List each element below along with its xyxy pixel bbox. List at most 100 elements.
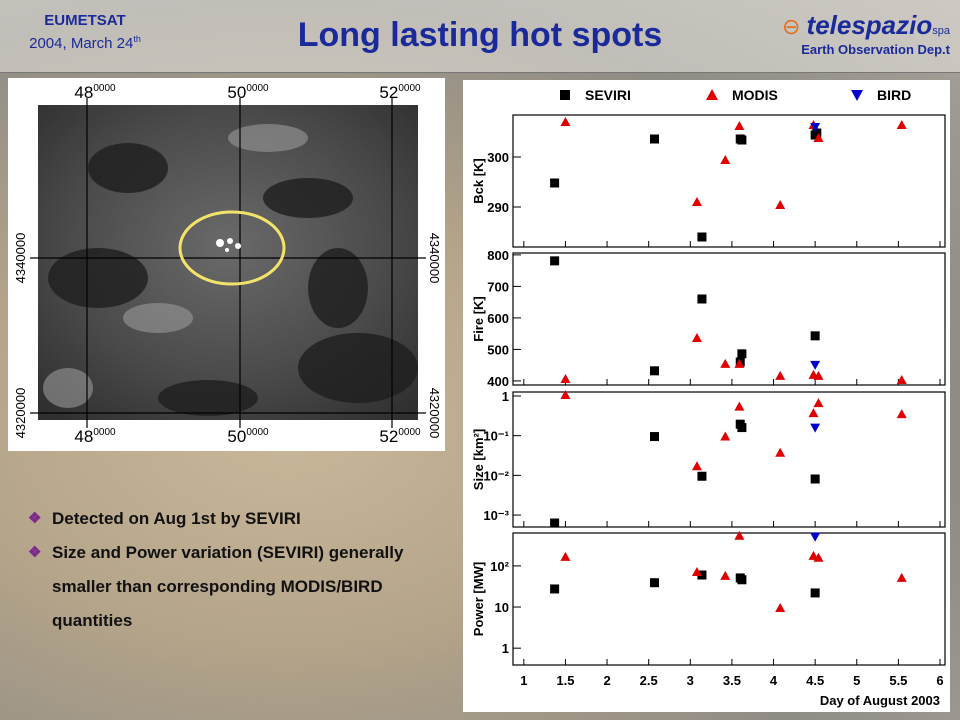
triangle-up-point — [560, 374, 571, 384]
y-tick-label: 500 — [487, 342, 509, 357]
bullet-text: Detected on Aug 1st by SEVIRI — [52, 509, 301, 528]
map-coord-label: 4340000 — [13, 233, 28, 284]
logo-mark: ⊖ — [781, 14, 807, 39]
bullet-glyph: ❖ — [28, 544, 42, 561]
sevi-point — [810, 474, 820, 484]
y-tick-label: 400 — [487, 374, 509, 389]
brand: telespazio — [806, 10, 933, 40]
sevi-point — [737, 575, 747, 585]
y-tick-label: 10⁻³ — [483, 508, 509, 523]
triangle-up-point — [813, 398, 824, 408]
coord-sup: 0000 — [246, 83, 269, 94]
legend-swatch — [560, 90, 570, 100]
map-coord-label: 480000 — [74, 83, 116, 102]
triangle-up-point — [720, 155, 731, 164]
y-tick-label: 10⁻¹ — [483, 429, 509, 444]
bright-areas — [43, 124, 308, 408]
sevi-point — [697, 471, 707, 481]
triangle-up-point — [734, 401, 745, 411]
triangle-up-point — [720, 570, 731, 580]
triangle-up-point — [734, 121, 745, 130]
triangle-down-point — [810, 123, 821, 132]
coord-main: 48 — [74, 83, 93, 102]
y-tick-label: 10⁻² — [483, 468, 509, 483]
sevi-point — [810, 331, 820, 341]
y-tick-label: 300 — [487, 150, 509, 165]
map-coord-label: 520000 — [379, 427, 421, 446]
y-tick-label: 1 — [502, 389, 509, 404]
date-suffix: th — [133, 34, 141, 44]
x-tick-label: 1 — [520, 673, 527, 688]
y-tick-label: 10 — [495, 600, 509, 615]
y-axis-label: Size [km²] — [471, 429, 486, 490]
organization: EUMETSAT 2004, March 24th — [10, 12, 160, 53]
y-axis-label: Fire [K] — [471, 296, 486, 342]
y-tick-label: 1 — [502, 641, 509, 656]
logo: ⊖ telespaziospa Earth Observation Dep.t — [760, 10, 950, 59]
coord-main: 52 — [379, 427, 398, 446]
bullet: ❖ Size and Power variation (SEVIRI) gener… — [28, 536, 448, 638]
sevi-point — [650, 578, 660, 588]
sevi-point — [650, 432, 660, 442]
map-grid — [30, 98, 426, 428]
triangle-up-point — [560, 117, 571, 126]
coord-sup: 0000 — [93, 83, 116, 94]
triangle-up-point — [775, 370, 786, 380]
hot-spot — [216, 238, 241, 252]
org-name: EUMETSAT — [44, 12, 126, 29]
legend-swatch — [706, 89, 718, 100]
bullet-text: Size and Power variation (SEVIRI) genera… — [52, 543, 404, 630]
y-tick-label: 800 — [487, 248, 509, 263]
triangle-up-point — [734, 530, 745, 540]
sevi-point — [650, 134, 660, 144]
triangle-up-point — [691, 567, 702, 577]
plot-frame — [512, 532, 946, 666]
legend-label: BIRD — [877, 87, 911, 103]
header-bar — [0, 0, 960, 73]
map-coord-label: 480000 — [74, 427, 116, 446]
sevi-point — [550, 256, 560, 266]
sevi-point — [737, 135, 747, 145]
sevi-point — [550, 518, 560, 528]
sevi-point — [697, 570, 707, 580]
triangle-up-point — [813, 552, 824, 562]
coord-main: 50 — [227, 427, 246, 446]
chart-background — [463, 80, 950, 712]
triangle-up-point — [691, 333, 702, 343]
y-axis-label: Power [MW] — [471, 562, 486, 636]
coord-sup: 0000 — [398, 83, 421, 94]
x-tick-label: 2 — [603, 673, 610, 688]
triangle-up-point — [896, 374, 907, 384]
x-tick-label: 3 — [687, 673, 694, 688]
x-tick-label: 6 — [936, 673, 943, 688]
x-tick-label: 5.5 — [889, 673, 907, 688]
legend-label: SEVIRI — [585, 87, 631, 103]
coord-sup: 0000 — [93, 427, 116, 438]
x-tick-label: 4 — [770, 673, 778, 688]
triangle-up-point — [896, 120, 907, 129]
sevi-point — [550, 178, 560, 188]
x-tick-label: 3.5 — [723, 673, 741, 688]
sevi-point — [737, 423, 747, 433]
x-tick-label: 2.5 — [640, 673, 658, 688]
triangle-up-point — [813, 370, 824, 380]
map-coord-label: 500000 — [227, 427, 269, 446]
plot-frame — [512, 252, 946, 386]
sevi-point — [810, 588, 820, 598]
highlight-ellipse — [178, 210, 286, 286]
sevi-point — [650, 366, 660, 376]
coord-main: 50 — [227, 83, 246, 102]
triangle-up-point — [691, 461, 702, 471]
sevi-point — [812, 128, 822, 138]
map-coord-label: 500000 — [227, 83, 269, 102]
y-axis-label: Bck [K] — [471, 158, 486, 204]
bullet-list: ❖ Detected on Aug 1st by SEVIRI ❖ Size and … — [28, 502, 448, 638]
map-coord-label: 4320000 — [427, 388, 442, 439]
triangle-up-point — [691, 197, 702, 206]
triangle-up-point — [775, 200, 786, 209]
bullet-glyph: ❖ — [28, 510, 42, 527]
triangle-down-point — [810, 360, 821, 370]
